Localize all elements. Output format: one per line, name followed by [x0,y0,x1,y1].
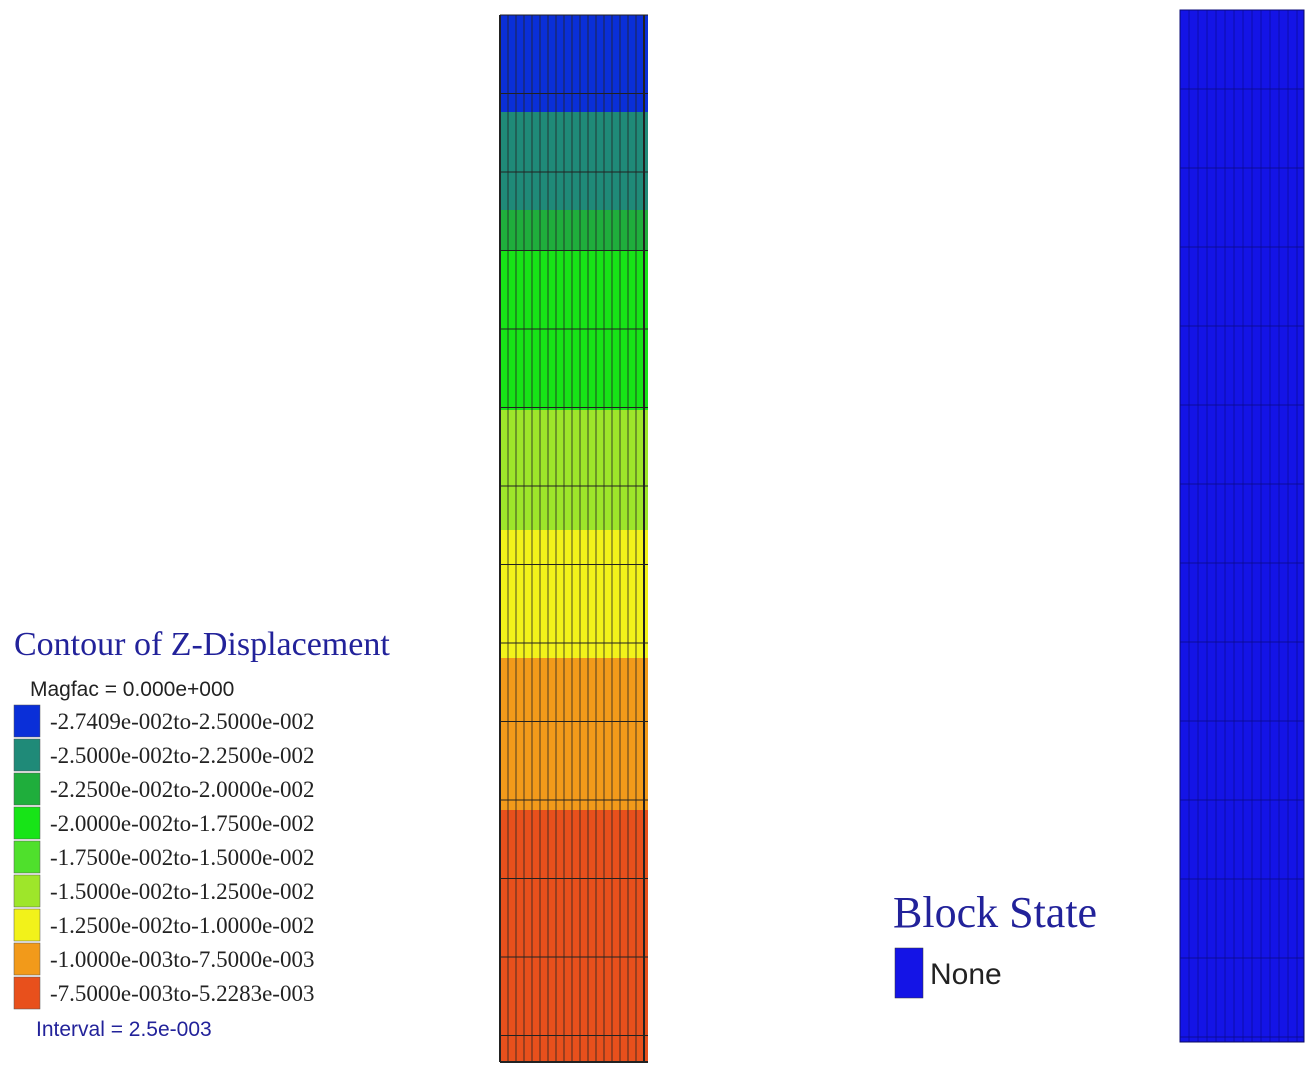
contour-band [500,810,648,1062]
legend-swatch [13,806,41,840]
contour-band [500,410,648,530]
contour-band [500,658,648,810]
contour-band [500,250,648,410]
block-column [1179,9,1305,1043]
legend-swatch [13,874,41,908]
legend-swatch [13,840,41,874]
legend-label: -2.2500e-002to-2.0000e-002 [50,777,314,802]
legend-swatch [13,772,41,806]
legend-title: Contour of Z-Displacement [14,626,390,663]
legend-label: -2.7409e-002to-2.5000e-002 [50,709,314,734]
contour-band [500,15,648,112]
contour-band [500,530,648,658]
legend-swatch [13,704,41,738]
legend-label: -1.5000e-002to-1.2500e-002 [50,879,314,904]
legend-label: -2.5000e-002to-2.2500e-002 [50,743,314,768]
legend-label: -1.7500e-002to-1.5000e-002 [50,845,314,870]
legend-label: -1.2500e-002to-1.0000e-002 [50,913,314,938]
legend-swatch [13,738,41,772]
contour-band [500,210,648,250]
legend-swatch [13,942,41,976]
interval: Interval = 2.5e-003 [36,1018,212,1041]
legend-swatch [13,976,41,1010]
legend-swatch [894,947,924,999]
block-state-column [1179,9,1305,1043]
magfac: Magfac = 0.000e+000 [30,678,234,701]
contour-band [500,112,648,210]
contour-column [499,14,648,1063]
legend-label: None [930,958,1002,991]
block-state-title: Block State [893,888,1097,937]
legend-label: -1.0000e-003to-7.5000e-003 [50,947,314,972]
legend-swatch [13,908,41,942]
legend-label: -2.0000e-002to-1.7500e-002 [50,811,314,836]
legend-label: -7.5000e-003to-5.2283e-003 [50,981,314,1006]
